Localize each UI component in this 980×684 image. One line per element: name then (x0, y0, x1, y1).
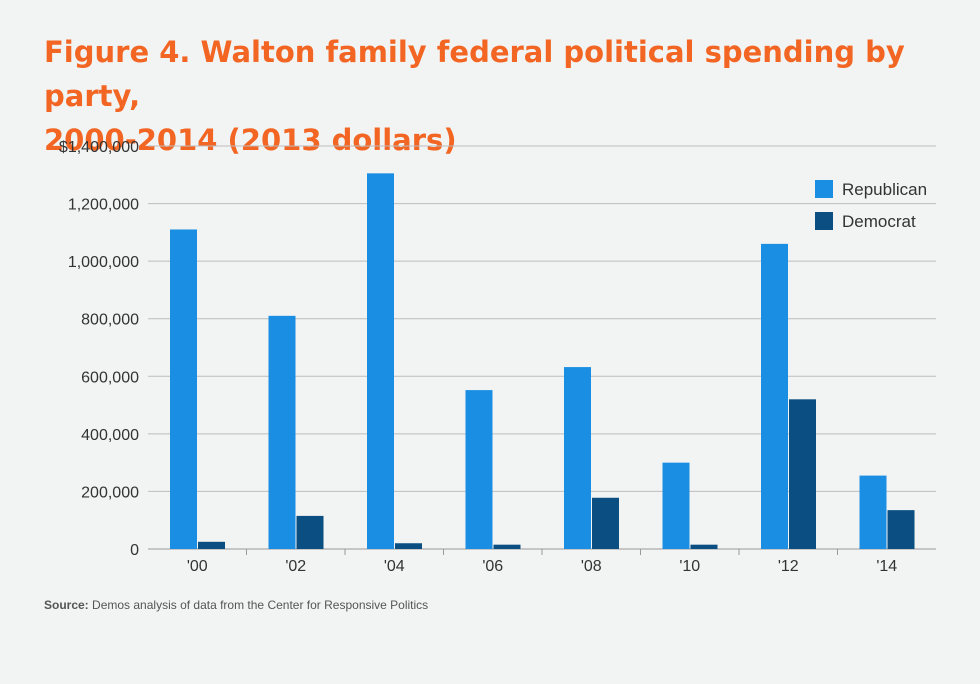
bars (170, 173, 915, 549)
y-tick-label: 400,000 (81, 427, 139, 444)
y-tick-label: 800,000 (81, 312, 139, 329)
democrat-bar (690, 544, 718, 549)
x-axis-ticks: '00 '02 '04 '06 '08 '10 '12 '14 (187, 558, 897, 575)
legend: Republican Democrat (815, 180, 927, 231)
republican-bar (761, 243, 788, 549)
republican-bar (662, 462, 690, 549)
x-tick-label: '06 (482, 558, 503, 575)
x-tick-label: '02 (285, 558, 306, 575)
chart-title-line-1: Figure 4. Walton family federal politica… (44, 35, 905, 113)
chart-title-line-2: 2000-2014 (2013 dollars) (44, 123, 457, 157)
gridlines (148, 145, 936, 555)
republican-bar (465, 390, 493, 549)
bar-chart: 0 200,000 400,000 600,000 800,000 1,000,000 1,… (59, 139, 936, 575)
democrat-bar (789, 399, 816, 549)
democrat-bar (493, 544, 521, 549)
democrat-bar (395, 543, 422, 549)
republican-bar (564, 367, 591, 549)
x-tick-label: '12 (778, 558, 799, 575)
republican-bar (859, 475, 887, 549)
source-text: Demos analysis of data from the Center f… (92, 598, 429, 612)
y-tick-label: 1,200,000 (68, 197, 139, 214)
y-tick-label: 0 (130, 542, 139, 559)
republican-bar (170, 229, 197, 549)
democrat-legend-label: Democrat (842, 212, 916, 231)
y-axis-ticks: 0 200,000 400,000 600,000 800,000 1,000,000 1,… (59, 139, 139, 559)
democrat-bar (887, 510, 915, 549)
republican-legend-swatch (815, 180, 833, 198)
x-tick-label: '14 (876, 558, 897, 575)
x-tick-label: '00 (187, 558, 208, 575)
source-note: Source: Demos analysis of data from the … (44, 598, 428, 612)
source-label: Source: (44, 598, 89, 612)
y-tick-label: 600,000 (81, 369, 139, 386)
democrat-bar (592, 497, 619, 549)
y-tick-label: 200,000 (81, 484, 139, 501)
x-tick-label: '08 (581, 558, 602, 575)
republican-bar (367, 173, 394, 549)
y-tick-label: $1,400,000 (59, 139, 139, 156)
democrat-bar (296, 515, 324, 549)
republican-legend-label: Republican (842, 180, 927, 199)
x-tick-label: '04 (384, 558, 405, 575)
democrat-bar (198, 541, 225, 549)
chart-title: Figure 4. Walton family federal politica… (44, 30, 944, 162)
democrat-legend-swatch (815, 212, 833, 230)
x-tick-label: '10 (679, 558, 700, 575)
y-tick-label: 1,000,000 (68, 254, 139, 271)
republican-bar (268, 315, 296, 549)
